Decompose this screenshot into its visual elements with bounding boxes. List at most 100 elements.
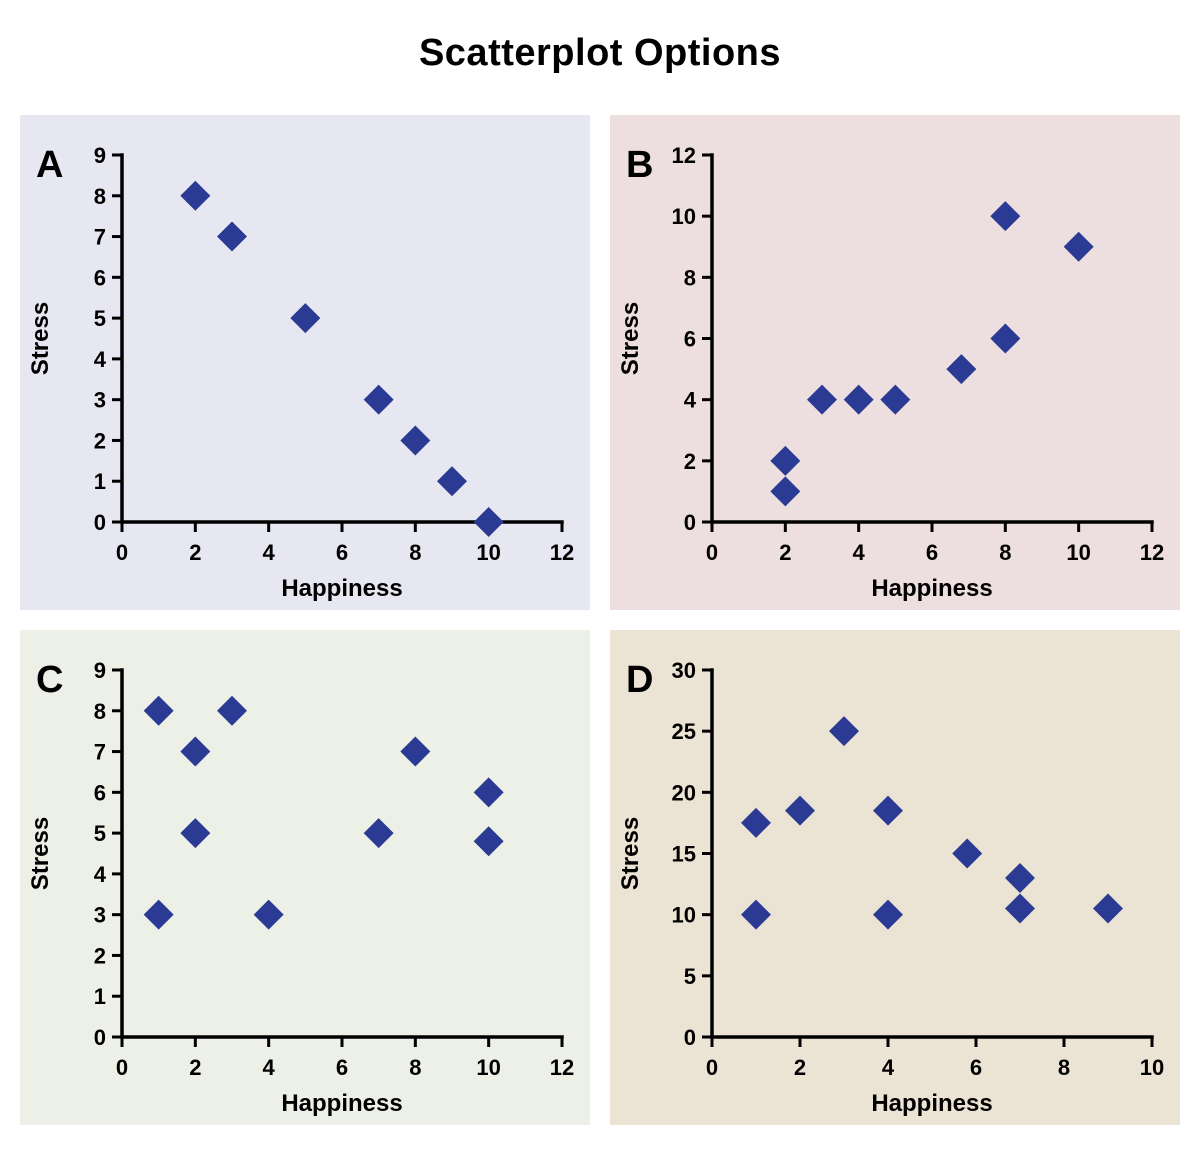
x-tick-label: 0 <box>706 1055 718 1080</box>
x-tick-label: 10 <box>476 1055 500 1080</box>
y-tick-label: 6 <box>94 780 106 805</box>
data-point <box>741 807 771 838</box>
axes-lines <box>710 668 1154 1039</box>
y-tick-label: 4 <box>684 388 697 413</box>
data-point <box>990 323 1021 354</box>
x-tick-label: 12 <box>550 1055 574 1080</box>
x-tick-label: 10 <box>1066 540 1090 565</box>
axes-lines <box>120 668 564 1039</box>
y-tick-label: 30 <box>672 658 696 683</box>
y-tick-label: 2 <box>94 428 106 453</box>
x-axis-label: Happiness <box>871 1090 992 1117</box>
y-tick-label: 5 <box>94 821 106 846</box>
y-axis-label: Stress <box>27 302 54 375</box>
scatterplot-B: 0 2 4 6 8 10 12 0 2 4 6 8 10 12 Happiness Stress B <box>617 143 1164 602</box>
data-point <box>180 736 211 767</box>
data-point <box>946 354 977 385</box>
panel-letter-D: D <box>626 659 653 701</box>
x-tick-label: 10 <box>476 540 500 565</box>
chart-panel-a: 0 2 4 6 8 10 12 0 1 2 3 4 5 6 7 8 9 Happiness Stress A <box>20 115 590 610</box>
y-axis-label: Stress <box>27 817 54 890</box>
x-tick-label: 2 <box>794 1055 806 1080</box>
data-point <box>1063 231 1094 262</box>
chart-panel-c: 0 2 4 6 8 10 12 0 1 2 3 4 5 6 7 8 9 Happiness Stress C <box>20 630 590 1125</box>
y-tick-label: 1 <box>94 469 106 494</box>
y-tick-label: 12 <box>672 143 696 168</box>
x-tick-label: 6 <box>970 1055 982 1080</box>
data-point <box>473 777 504 808</box>
data-point <box>880 384 911 415</box>
data-point <box>180 180 211 211</box>
y-tick-label: 1 <box>94 984 106 1009</box>
y-axis-label: Stress <box>617 302 644 375</box>
data-point <box>253 899 284 930</box>
x-tick-label: 12 <box>1140 540 1164 565</box>
x-tick-label: 2 <box>189 1055 201 1080</box>
x-axis-label: Happiness <box>871 575 992 602</box>
data-point <box>363 384 394 415</box>
data-point <box>363 818 394 849</box>
data-point <box>990 201 1021 232</box>
y-tick-label: 4 <box>94 862 107 887</box>
x-tick-label: 4 <box>853 540 866 565</box>
data-point <box>952 838 983 869</box>
x-tick-label: 10 <box>1140 1055 1164 1080</box>
y-tick-label: 15 <box>672 842 696 867</box>
data-point <box>770 445 801 476</box>
x-axis-label: Happiness <box>281 575 402 602</box>
y-tick-label: 2 <box>94 943 106 968</box>
y-tick-label: 5 <box>684 964 696 989</box>
x-tick-label: 0 <box>116 1055 128 1080</box>
data-point <box>290 303 321 334</box>
y-tick-label: 5 <box>94 306 106 331</box>
y-tick-label: 8 <box>94 184 106 209</box>
y-tick-label: 9 <box>94 658 106 683</box>
data-point <box>807 384 837 415</box>
page-title: Scatterplot Options <box>418 32 782 74</box>
x-tick-label: 8 <box>1058 1055 1070 1080</box>
chart-panel-b: 0 2 4 6 8 10 12 0 2 4 6 8 10 12 Happiness Stress B <box>610 115 1180 610</box>
y-tick-label: 3 <box>94 388 106 413</box>
y-axis-label: Stress <box>617 817 644 890</box>
data-point <box>1005 862 1035 893</box>
y-tick-label: 0 <box>94 510 106 535</box>
x-tick-label: 8 <box>409 1055 421 1080</box>
chart-panel-d: 0 2 4 6 8 10 0 5 10 15 20 25 30 Happiness Stress D <box>610 630 1180 1125</box>
x-tick-label: 4 <box>882 1055 895 1080</box>
data-point <box>400 736 431 767</box>
y-tick-label: 0 <box>684 1025 696 1050</box>
data-point <box>829 716 859 747</box>
data-point <box>143 899 174 930</box>
y-tick-label: 8 <box>94 699 106 724</box>
panel-letter-C: C <box>36 659 63 701</box>
x-tick-label: 0 <box>116 540 128 565</box>
x-tick-label: 2 <box>189 540 201 565</box>
data-point <box>473 826 504 857</box>
y-tick-label: 7 <box>94 740 106 765</box>
data-point <box>873 899 903 930</box>
x-tick-label: 6 <box>336 540 348 565</box>
y-tick-label: 8 <box>684 265 696 290</box>
y-tick-label: 6 <box>684 327 696 352</box>
y-tick-label: 10 <box>672 903 696 928</box>
data-point <box>217 695 247 726</box>
x-tick-label: 2 <box>779 540 791 565</box>
x-tick-label: 6 <box>336 1055 348 1080</box>
x-tick-label: 12 <box>550 540 574 565</box>
x-tick-label: 0 <box>706 540 718 565</box>
y-tick-label: 10 <box>672 204 696 229</box>
y-tick-label: 3 <box>94 903 106 928</box>
y-tick-label: 0 <box>94 1025 106 1050</box>
data-point <box>741 899 771 930</box>
panel-letter-A: A <box>36 144 63 186</box>
data-point <box>785 795 815 826</box>
data-point <box>1093 893 1123 924</box>
y-tick-label: 4 <box>94 347 107 372</box>
data-point <box>400 425 431 456</box>
y-tick-label: 0 <box>684 510 696 535</box>
panel-letter-B: B <box>626 144 653 186</box>
